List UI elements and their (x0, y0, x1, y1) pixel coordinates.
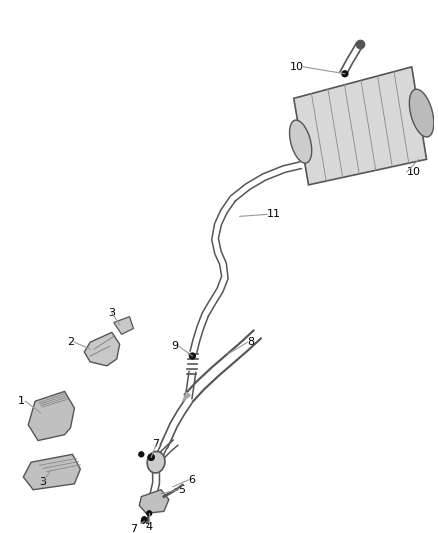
Text: 10: 10 (407, 167, 421, 177)
Text: 2: 2 (67, 337, 74, 347)
Polygon shape (84, 333, 120, 366)
Ellipse shape (410, 89, 434, 137)
Text: 8: 8 (247, 337, 254, 347)
Circle shape (190, 353, 195, 359)
Circle shape (147, 523, 152, 529)
Text: 4: 4 (145, 522, 153, 532)
Text: 9: 9 (172, 341, 179, 351)
Text: 7: 7 (130, 524, 137, 533)
Polygon shape (23, 454, 80, 490)
Polygon shape (294, 67, 427, 185)
Circle shape (141, 519, 145, 523)
Circle shape (148, 454, 154, 460)
Circle shape (142, 517, 147, 522)
Text: 5: 5 (179, 484, 186, 495)
Text: 3: 3 (39, 477, 46, 487)
Polygon shape (114, 317, 134, 334)
Text: 7: 7 (152, 440, 159, 449)
Text: 10: 10 (290, 62, 304, 72)
Polygon shape (139, 490, 169, 513)
Circle shape (148, 454, 154, 460)
Text: 11: 11 (267, 209, 281, 220)
Polygon shape (183, 392, 191, 401)
Circle shape (147, 511, 152, 516)
Text: 3: 3 (108, 308, 115, 318)
Ellipse shape (147, 451, 165, 473)
Circle shape (139, 452, 144, 457)
Circle shape (342, 71, 348, 77)
Ellipse shape (290, 120, 312, 163)
Text: 1: 1 (18, 396, 25, 406)
Polygon shape (28, 391, 74, 441)
Text: 6: 6 (188, 475, 195, 485)
